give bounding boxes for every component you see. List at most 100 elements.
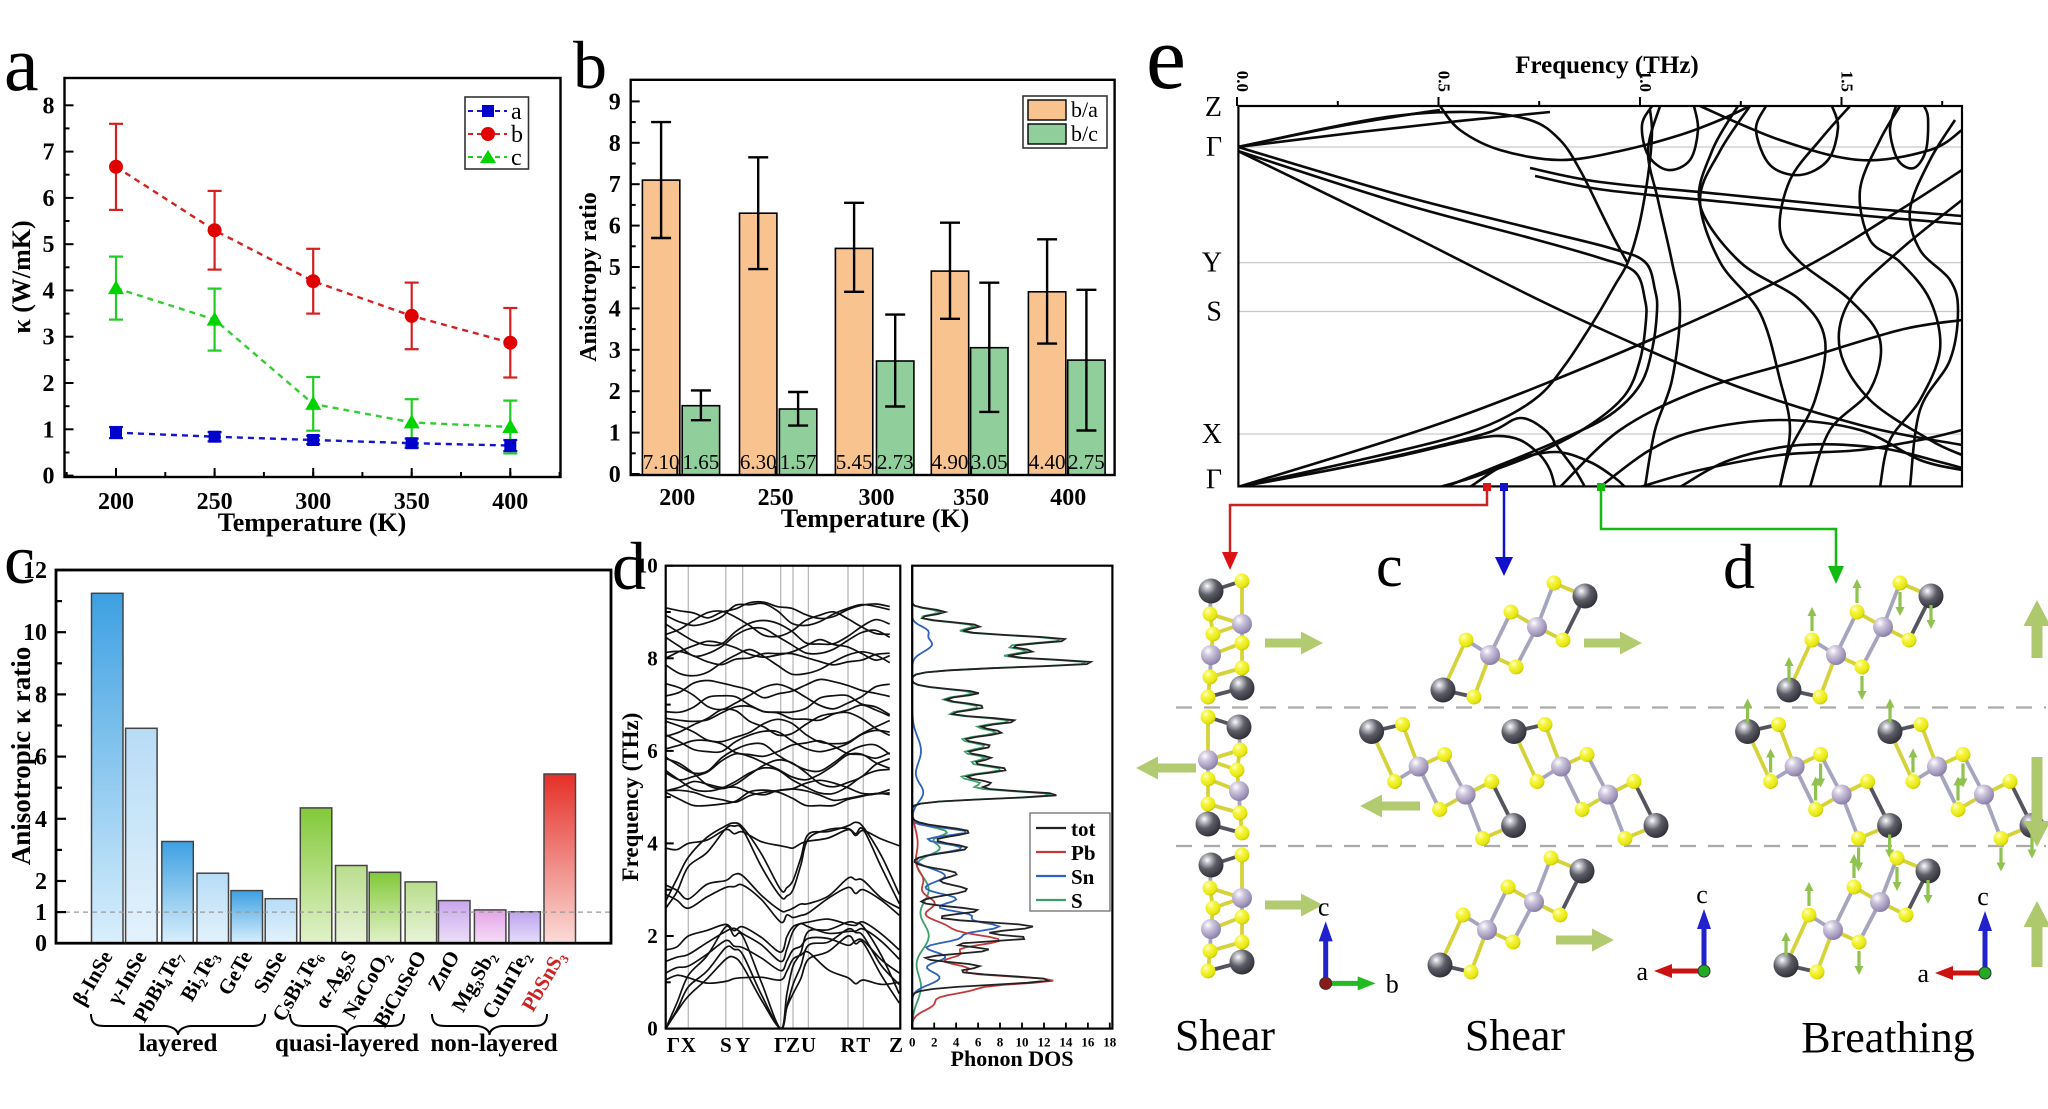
svg-text:300: 300 [295, 489, 331, 515]
svg-text:b: b [573, 27, 607, 103]
svg-text:Shear: Shear [1175, 1011, 1276, 1060]
svg-text:tot: tot [1071, 817, 1096, 841]
svg-text:12: 12 [23, 558, 47, 584]
svg-text:0: 0 [43, 464, 55, 490]
svg-text:4: 4 [609, 296, 621, 322]
svg-text:6: 6 [35, 745, 47, 771]
svg-text:T: T [856, 1033, 870, 1057]
svg-text:b/c: b/c [1071, 121, 1098, 146]
svg-text:c: c [1977, 882, 1989, 911]
svg-text:9: 9 [609, 89, 621, 115]
svg-text:0: 0 [35, 931, 47, 957]
svg-text:κ (W/mK): κ (W/mK) [7, 220, 36, 333]
svg-text:Temperature (K): Temperature (K) [781, 504, 969, 533]
svg-text:1: 1 [43, 417, 55, 443]
svg-text:Y: Y [735, 1033, 750, 1057]
svg-text:non-layered: non-layered [430, 1030, 557, 1057]
svg-text:c: c [1318, 892, 1330, 921]
svg-text:2.75: 2.75 [1068, 450, 1105, 474]
svg-text:Breathing: Breathing [1801, 1013, 1975, 1062]
svg-text:5.45: 5.45 [836, 450, 873, 474]
svg-text:4: 4 [35, 807, 47, 833]
svg-text:1.5: 1.5 [1838, 71, 1857, 92]
svg-text:b/a: b/a [1071, 97, 1098, 122]
svg-text:5: 5 [43, 232, 55, 258]
svg-text:Anisotropic κ ratio: Anisotropic κ ratio [6, 647, 36, 865]
svg-text:8: 8 [35, 682, 47, 708]
svg-text:Temperature (K): Temperature (K) [218, 508, 406, 537]
svg-text:1.65: 1.65 [683, 450, 720, 474]
svg-text:Y: Y [1202, 248, 1222, 279]
svg-text:3: 3 [609, 338, 621, 364]
svg-text:a: a [1917, 959, 1929, 988]
svg-text:c: c [1696, 880, 1708, 909]
svg-text:2: 2 [35, 869, 47, 895]
svg-text:0: 0 [647, 1017, 658, 1041]
svg-text:8: 8 [43, 93, 55, 119]
svg-text:e: e [1146, 9, 1186, 108]
svg-text:4: 4 [953, 1035, 960, 1050]
svg-text:S: S [1206, 297, 1222, 328]
svg-text:a: a [4, 20, 39, 107]
svg-text:0: 0 [609, 462, 621, 488]
svg-text:4: 4 [647, 831, 658, 855]
svg-text:4: 4 [43, 278, 55, 304]
svg-text:2: 2 [647, 924, 658, 948]
svg-text:7: 7 [609, 172, 621, 198]
svg-text:1.57: 1.57 [780, 450, 817, 474]
svg-text:Γ: Γ [1206, 464, 1222, 495]
svg-text:200: 200 [659, 485, 695, 511]
svg-text:a: a [511, 99, 522, 125]
svg-text:d: d [1723, 531, 1755, 602]
svg-text:8: 8 [609, 131, 621, 157]
svg-text:1: 1 [35, 900, 47, 926]
svg-text:7: 7 [43, 140, 55, 166]
svg-text:Shear: Shear [1465, 1011, 1566, 1060]
svg-text:S: S [1071, 889, 1083, 913]
svg-text:Γ: Γ [1206, 132, 1222, 163]
svg-text:a: a [1636, 957, 1648, 986]
svg-text:350: 350 [953, 485, 989, 511]
svg-text:2: 2 [609, 379, 621, 405]
svg-text:d: d [612, 528, 646, 604]
svg-text:Anisotropy ratio: Anisotropy ratio [576, 192, 602, 362]
svg-text:7.10: 7.10 [643, 450, 680, 474]
svg-text:8: 8 [997, 1035, 1004, 1050]
svg-text:Pb: Pb [1071, 841, 1096, 865]
svg-text:400: 400 [492, 489, 528, 515]
svg-text:c: c [4, 522, 35, 599]
svg-text:Γ: Γ [667, 1033, 680, 1057]
svg-text:Frequency (THz): Frequency (THz) [618, 713, 643, 882]
svg-text:4.40: 4.40 [1029, 450, 1066, 474]
svg-text:layered: layered [139, 1030, 218, 1057]
svg-text:Γ: Γ [774, 1033, 787, 1057]
svg-text:6: 6 [43, 186, 55, 212]
svg-text:quasi-layered: quasi-layered [275, 1030, 419, 1057]
svg-text:350: 350 [394, 489, 430, 515]
svg-text:3: 3 [43, 325, 55, 351]
svg-text:6: 6 [647, 739, 658, 763]
svg-text:2.73: 2.73 [877, 450, 914, 474]
svg-text:1.0: 1.0 [1636, 71, 1655, 92]
svg-text:6: 6 [975, 1035, 982, 1050]
svg-text:X: X [681, 1033, 696, 1057]
svg-text:Sn: Sn [1071, 865, 1095, 889]
svg-text:400: 400 [1050, 485, 1086, 511]
svg-text:250: 250 [758, 485, 794, 511]
svg-text:14: 14 [1059, 1035, 1073, 1050]
svg-text:18: 18 [1103, 1035, 1117, 1050]
svg-text:6: 6 [609, 214, 621, 240]
svg-text:16: 16 [1081, 1035, 1095, 1050]
svg-text:0.5: 0.5 [1435, 71, 1454, 92]
svg-text:12: 12 [1038, 1035, 1051, 1050]
svg-text:c: c [511, 145, 522, 171]
svg-text:10: 10 [637, 554, 658, 578]
svg-text:10: 10 [23, 620, 47, 646]
svg-text:b: b [1386, 969, 1399, 998]
svg-text:c: c [1376, 533, 1403, 599]
svg-text:0.0: 0.0 [1233, 71, 1252, 92]
svg-text:1: 1 [609, 421, 621, 447]
svg-text:300: 300 [859, 485, 895, 511]
svg-text:Z: Z [889, 1033, 903, 1057]
svg-text:b: b [511, 122, 523, 148]
